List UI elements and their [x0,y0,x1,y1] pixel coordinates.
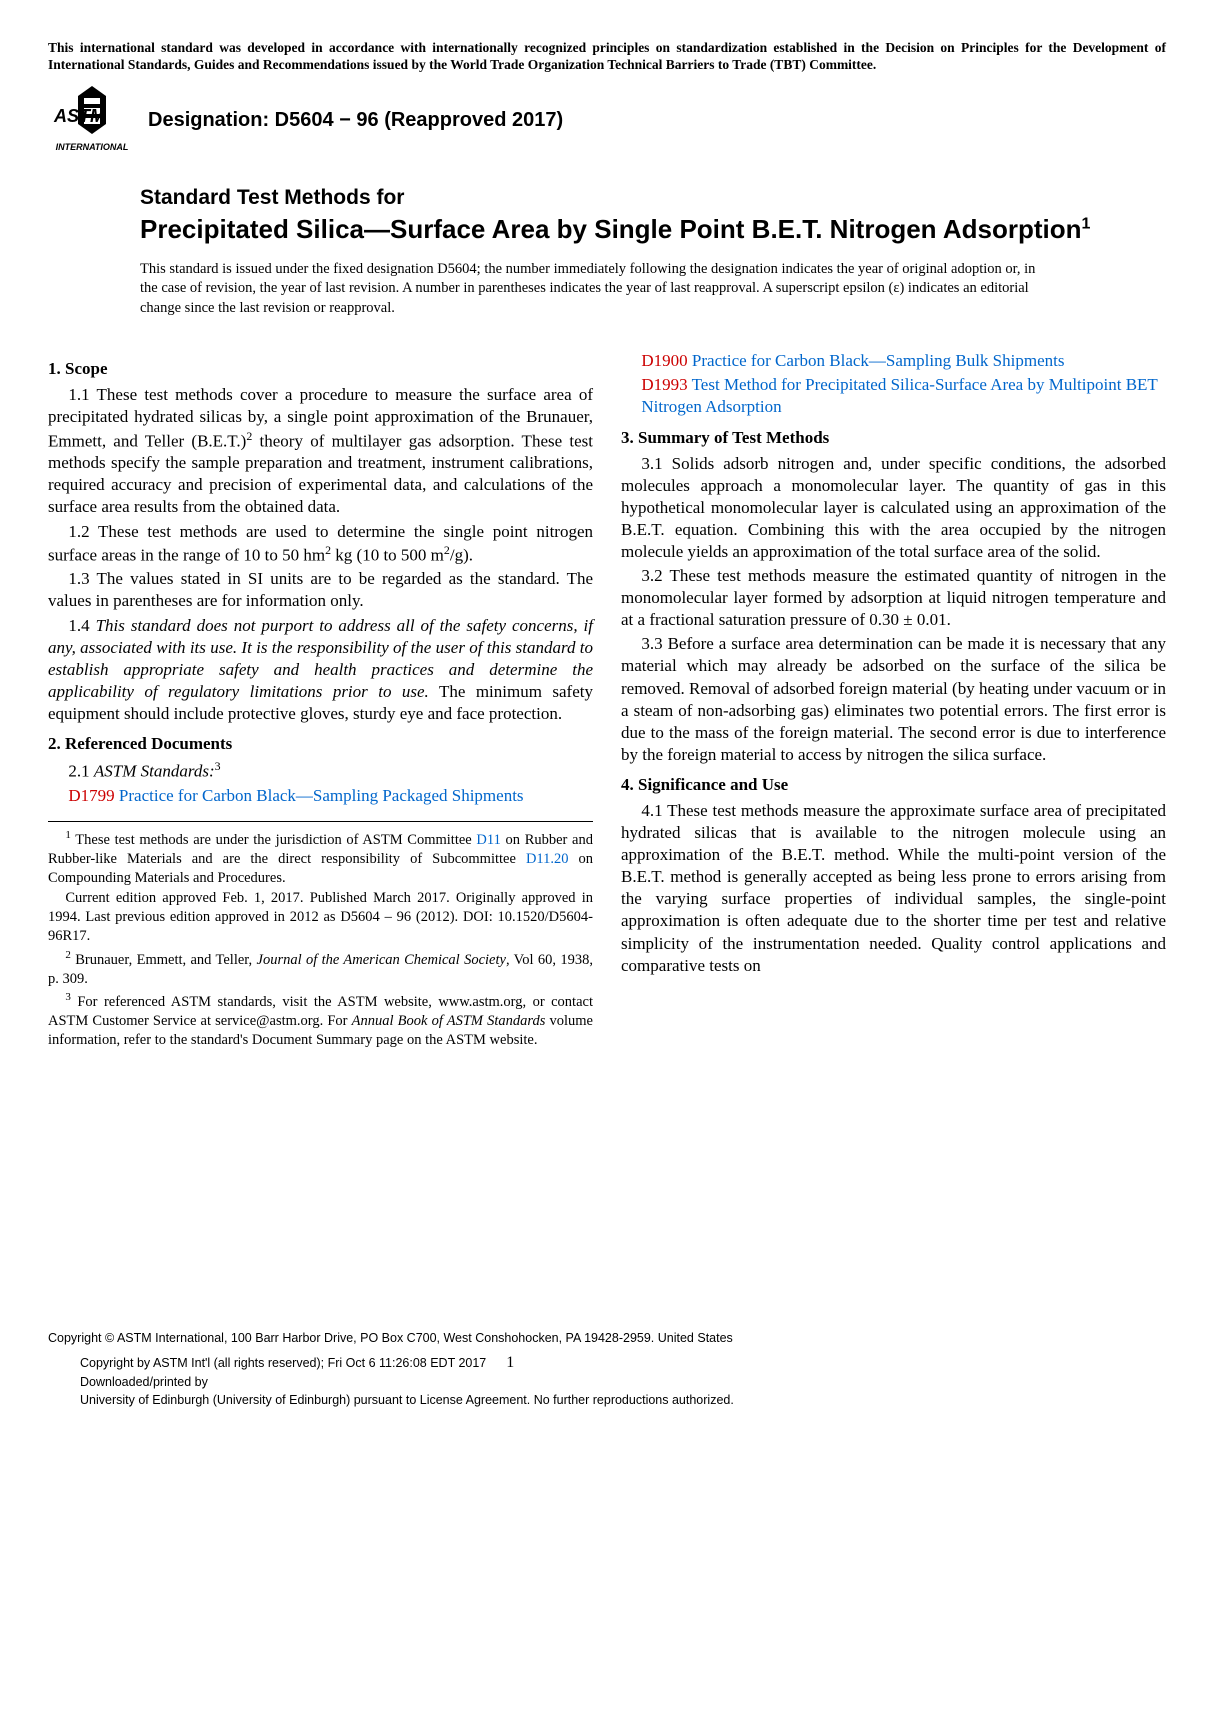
title-main-text: Precipitated Silica—Surface Area by Sing… [140,214,1081,244]
body-columns: 1. Scope 1.1 These test methods cover a … [48,350,1166,1170]
ref-link[interactable]: Practice for Carbon Black—Sampling Packa… [115,786,524,805]
page-number: 1 [506,1352,514,1374]
copyright-block: Copyright © ASTM International, 100 Barr… [48,1330,1166,1409]
designation: Designation: D5604 − 96 (Reapproved 2017… [148,107,563,133]
title-main: Precipitated Silica—Surface Area by Sing… [140,213,1166,246]
ref-d1993: D1993 Test Method for Precipitated Silic… [621,374,1166,418]
refs-heading: 2. Referenced Documents [48,733,593,755]
ref-code[interactable]: D1900 [641,351,687,370]
copyright-line-3: Downloaded/printed by [80,1374,1166,1392]
top-notice: This international standard was develope… [48,40,1166,74]
para-3-3: 3.3 Before a surface area determination … [621,633,1166,766]
ref-code[interactable]: D1993 [641,375,687,394]
footnote-1b: Current edition approved Feb. 1, 2017. P… [48,889,593,946]
scope-heading: 1. Scope [48,358,593,380]
copyright-line-4: University of Edinburgh (University of E… [80,1392,1166,1410]
ref-code[interactable]: D1799 [68,786,114,805]
footnote-1: 1 These test methods are under the juris… [48,828,593,887]
header-row: ASTM INTERNATIONAL Designation: D5604 − … [48,84,1166,156]
footnote-link[interactable]: D11.20 [526,851,569,867]
significance-heading: 4. Significance and Use [621,774,1166,796]
astm-logo: ASTM INTERNATIONAL [48,84,136,156]
issuance-note: This standard is issued under the fixed … [140,260,1040,319]
para-1-1: 1.1 These test methods cover a procedure… [48,384,593,518]
copyright-line-2: Copyright by ASTM Int'l (all rights rese… [80,1352,1166,1374]
para-3-1: 3.1 Solids adsorb nitrogen and, under sp… [621,453,1166,563]
ref-link[interactable]: Practice for Carbon Black—Sampling Bulk … [688,351,1065,370]
ref-d1900: D1900 Practice for Carbon Black—Sampling… [621,350,1166,372]
ref-d1799: D1799 Practice for Carbon Black—Sampling… [48,785,593,807]
ref-link[interactable]: Test Method for Precipitated Silica-Surf… [641,375,1157,416]
footnote-3: 3 For referenced ASTM standards, visit t… [48,990,593,1049]
copyright-line-1: Copyright © ASTM International, 100 Barr… [48,1330,1166,1348]
footnote-link[interactable]: D11 [476,832,500,848]
para-2-1: 2.1 ASTM Standards:3 [48,759,593,783]
para-1-2: 1.2 These test methods are used to deter… [48,521,593,567]
footnote-2: 2 Brunauer, Emmett, and Teller, Journal … [48,948,593,989]
summary-heading: 3. Summary of Test Methods [621,427,1166,449]
para-4-1: 4.1 These test methods measure the appro… [621,800,1166,977]
para-1-3: 1.3 The values stated in SI units are to… [48,568,593,612]
svg-text:INTERNATIONAL: INTERNATIONAL [56,142,129,152]
svg-text:ASTM: ASTM [53,106,106,126]
title-footnote-ref: 1 [1081,215,1090,232]
title-intro: Standard Test Methods for [140,184,1166,211]
para-3-2: 3.2 These test methods measure the estim… [621,565,1166,631]
footnotes: 1 These test methods are under the juris… [48,821,593,1050]
title-block: Standard Test Methods for Precipitated S… [140,184,1166,246]
para-1-4: 1.4 This standard does not purport to ad… [48,615,593,725]
